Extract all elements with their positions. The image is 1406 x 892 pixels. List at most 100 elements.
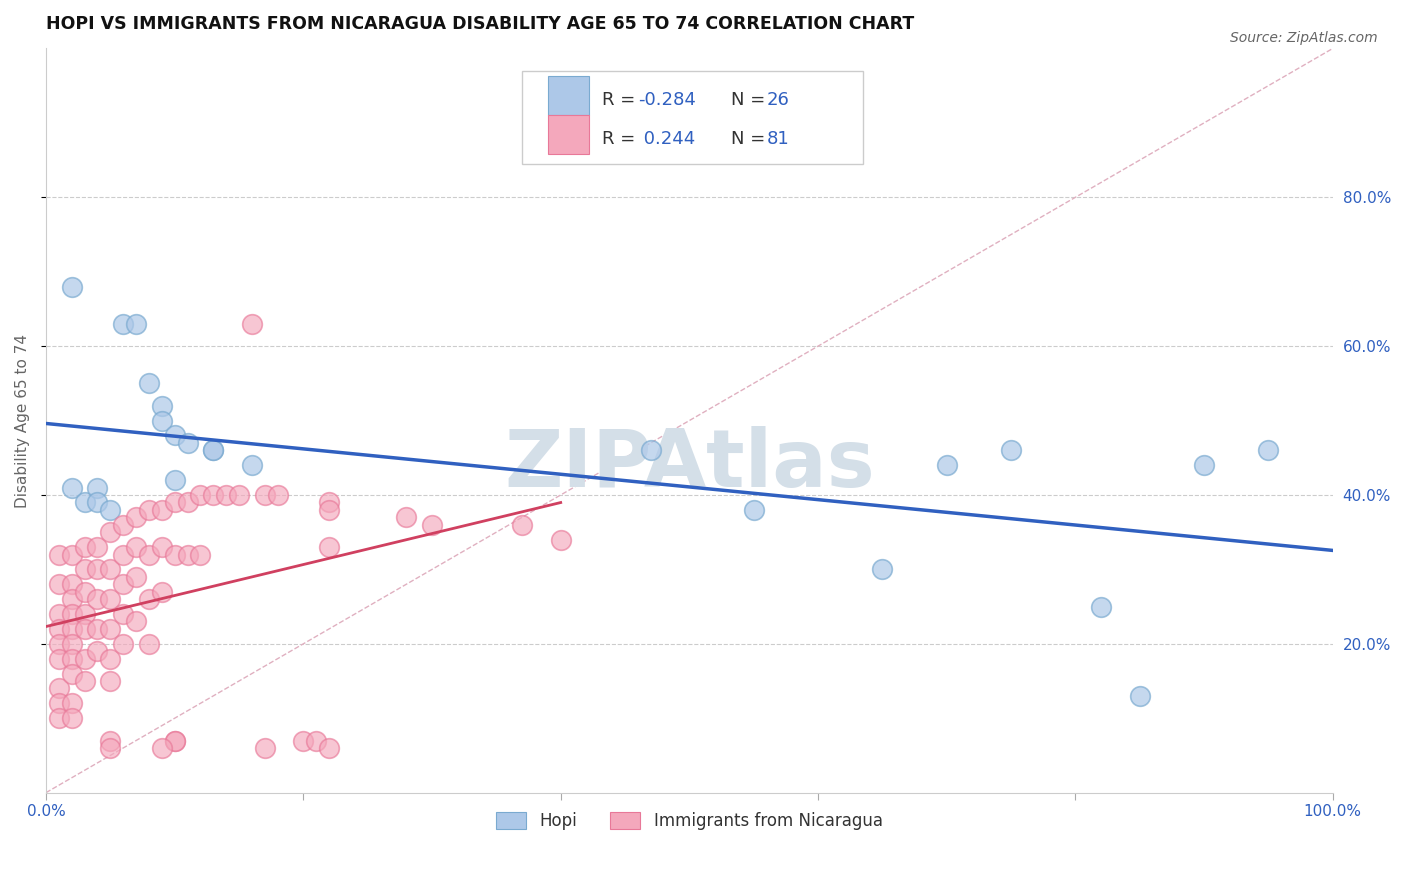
Point [150,413,173,427]
Point [48,548,70,562]
Point [420,517,443,532]
Point [48,711,70,725]
Point [176,435,198,450]
Point [60,697,83,711]
Point [60,592,83,607]
Point [86,495,108,509]
Point [73,673,96,688]
Point [125,317,148,331]
Point [112,577,135,591]
Point [138,376,160,391]
Point [73,607,96,621]
Point [98,622,121,636]
Point [73,562,96,576]
Point [48,607,70,621]
Point [550,533,572,547]
Text: ZIPAtlas: ZIPAtlas [503,426,875,504]
Text: 26: 26 [766,91,789,109]
Point [318,495,340,509]
Text: N =: N = [731,91,770,109]
Point [150,503,173,517]
Point [73,584,96,599]
Point [202,443,225,458]
Point [73,495,96,509]
Point [60,279,83,293]
Point [1257,443,1279,458]
Point [163,733,186,747]
Text: HOPI VS IMMIGRANTS FROM NICARAGUA DISABILITY AGE 65 TO 74 CORRELATION CHART: HOPI VS IMMIGRANTS FROM NICARAGUA DISABI… [46,15,914,33]
Point [1129,689,1152,703]
Point [215,488,238,502]
Point [163,548,186,562]
Point [48,681,70,696]
Point [98,741,121,756]
FancyBboxPatch shape [548,115,589,154]
Text: N =: N = [731,130,770,148]
Point [73,622,96,636]
Point [138,592,160,607]
Point [318,503,340,517]
Point [150,584,173,599]
Point [190,488,212,502]
Point [150,741,173,756]
Point [125,540,148,554]
Text: R =: R = [602,130,641,148]
Point [305,733,328,747]
Point [73,540,96,554]
Point [86,592,108,607]
Point [73,651,96,665]
Point [112,317,135,331]
Point [86,562,108,576]
Point [125,510,148,524]
Point [1000,443,1022,458]
Point [112,607,135,621]
Text: -0.284: -0.284 [638,91,696,109]
Text: 0.244: 0.244 [638,130,695,148]
Point [202,443,225,458]
Point [510,517,533,532]
Point [640,443,662,458]
Point [86,481,108,495]
Point [163,473,186,487]
Point [48,622,70,636]
Point [742,503,765,517]
Point [48,637,70,651]
Point [112,517,135,532]
Point [163,428,186,442]
Y-axis label: Disability Age 65 to 74: Disability Age 65 to 74 [15,334,30,508]
Point [138,503,160,517]
Legend: Hopi, Immigrants from Nicaragua: Hopi, Immigrants from Nicaragua [489,805,890,837]
Point [935,458,957,473]
Point [60,548,83,562]
Point [125,615,148,629]
Point [176,495,198,509]
Point [138,548,160,562]
Point [60,666,83,681]
Point [86,622,108,636]
Point [60,651,83,665]
Point [98,503,121,517]
Point [125,570,148,584]
Point [190,548,212,562]
Point [1090,599,1112,614]
Point [266,488,288,502]
Point [112,548,135,562]
Point [395,510,418,524]
Point [60,711,83,725]
Point [48,697,70,711]
Point [253,488,276,502]
Point [138,637,160,651]
Point [240,317,263,331]
Point [228,488,250,502]
Point [60,577,83,591]
Point [176,548,198,562]
Point [60,622,83,636]
Point [872,562,894,576]
Point [48,577,70,591]
Point [150,399,173,413]
Point [163,733,186,747]
Point [253,741,276,756]
Point [60,481,83,495]
Point [318,741,340,756]
Point [86,644,108,658]
